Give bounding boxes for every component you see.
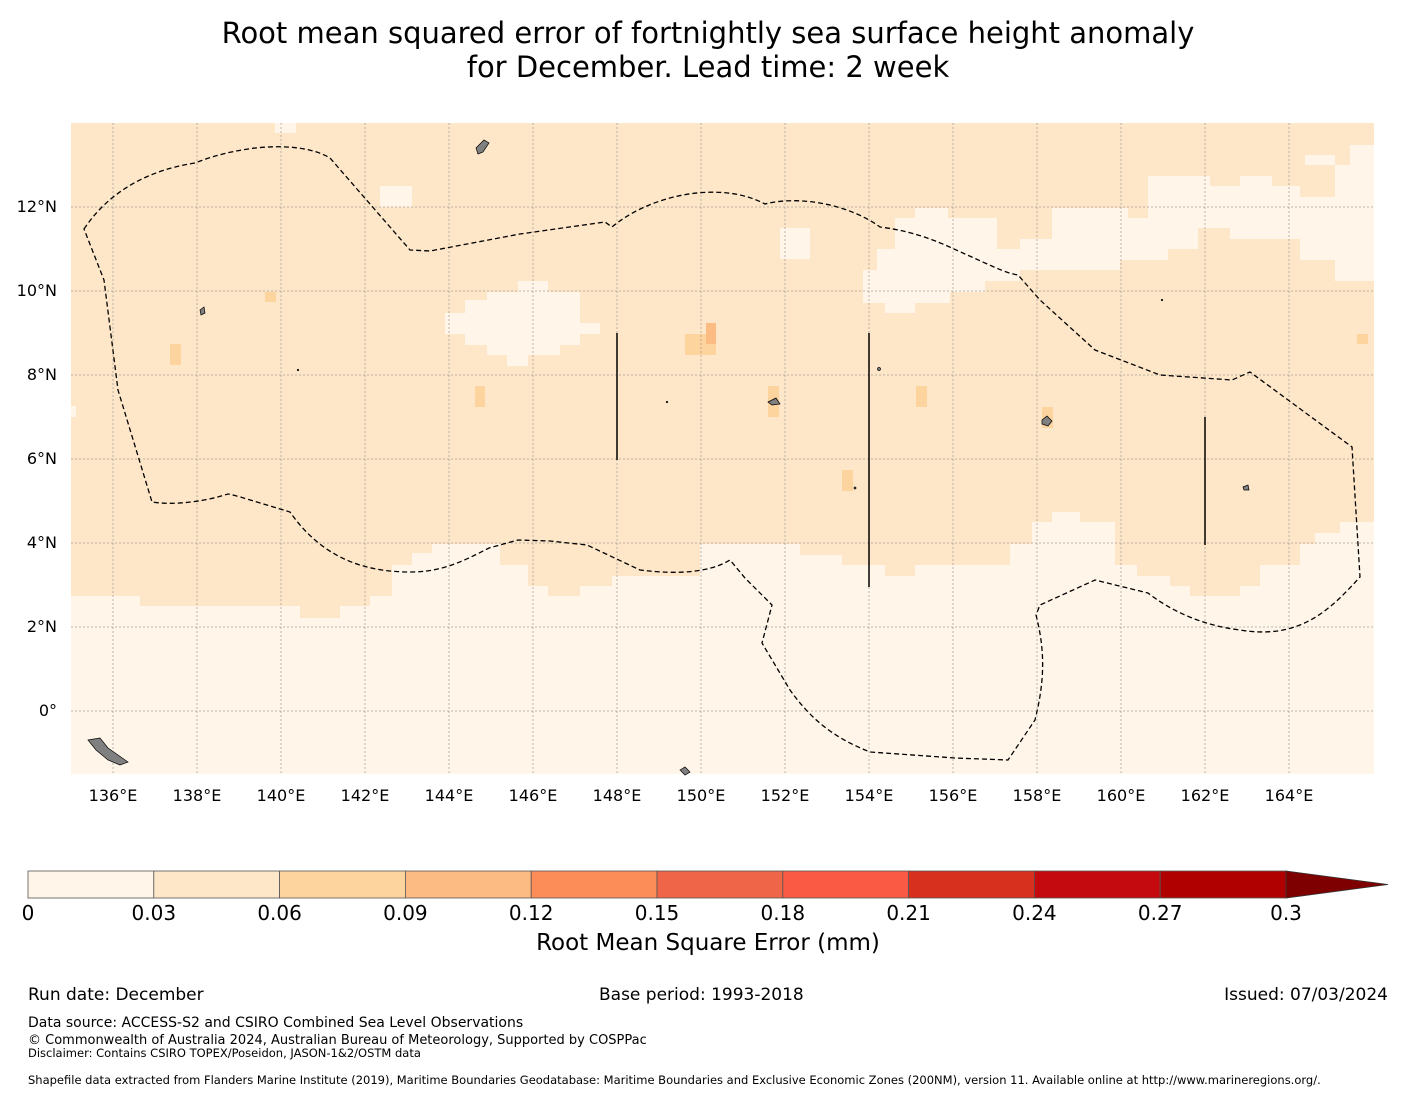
island-pohnpei [1041, 415, 1053, 427]
colorbar-bin [782, 870, 909, 899]
lon-tick: 158°E [1013, 786, 1062, 805]
data-source: Data source: ACCESS-S2 and CSIRO Combine… [28, 1015, 524, 1031]
island-guam [475, 139, 490, 155]
map-title-line-1: Root mean squared error of fortnightly s… [221, 16, 1195, 50]
colorbar-bin [404, 870, 532, 899]
lon-tick: 150°E [677, 786, 726, 805]
island-new-guinea-north [87, 737, 129, 766]
colorbar-bin [530, 870, 658, 899]
colorbar-bin [1159, 870, 1287, 899]
lon-tick: 140°E [257, 786, 306, 805]
colorbar-bin [656, 870, 784, 899]
field-pale-south [71, 512, 1374, 774]
colorbar-tick-label: 0.15 [634, 901, 680, 925]
colorbar-tick-label: 0.21 [886, 901, 931, 925]
lon-tick: 138°E [173, 786, 222, 805]
colorbar-bin [27, 870, 155, 899]
base-period: Base period: 1993-2018 [599, 985, 804, 1005]
lon-tick: 164°E [1265, 786, 1314, 805]
gridlines [71, 123, 1374, 774]
lon-tick: 152°E [761, 786, 810, 805]
lon-tick: 148°E [593, 786, 642, 805]
colorbar-bin [1034, 870, 1161, 899]
lon-tick: 154°E [845, 786, 894, 805]
colorbar-extend-arrow [1285, 870, 1389, 899]
lon-tick: 136°E [89, 786, 138, 805]
colorbar-tick-label: 0.03 [131, 901, 177, 925]
lon-tick: 156°E [929, 786, 978, 805]
lat-tick: 4°N [27, 533, 57, 552]
rmse-field [71, 123, 1374, 774]
colorbar-tick-label: 0.18 [760, 901, 806, 925]
field-pale-center [445, 281, 600, 366]
colorbar-tick-label: 0.09 [383, 901, 428, 925]
lat-tick: 0° [39, 701, 57, 720]
colorbar-bin [279, 870, 406, 899]
colorbar-bin [908, 870, 1035, 899]
lat-tick: 10°N [17, 281, 57, 300]
colorbar-tick-label: 0.12 [508, 901, 554, 925]
shapefile-credit: Shapefile data extracted from Flanders M… [28, 1073, 1321, 1087]
field-pale-east [863, 145, 1374, 313]
lon-tick: 144°E [425, 786, 474, 805]
issued-date: Issued: 07/03/2024 [1224, 985, 1388, 1005]
lon-tick: 146°E [509, 786, 558, 805]
lat-tick: 6°N [27, 449, 57, 468]
reference-lines [616, 333, 1206, 587]
run-date: Run date: December [28, 985, 204, 1005]
lat-tick: 2°N [27, 617, 57, 636]
copyright: © Commonwealth of Australia 2024, Austra… [28, 1033, 647, 1048]
colorbar-bin [153, 870, 281, 899]
lon-tick-labels: 136°E 138°E 140°E 142°E 144°E 146°E 148°… [89, 786, 1314, 805]
colorbar-tick-label: 0.06 [257, 901, 302, 925]
lon-tick: 142°E [341, 786, 390, 805]
land-masses [87, 139, 1250, 776]
colorbar-tick-label: 0.24 [1012, 901, 1057, 925]
colorbar-tick-label: 0 [21, 901, 35, 925]
map-title-line-2: for December. Lead time: 2 week [466, 50, 950, 84]
lon-tick: 160°E [1097, 786, 1146, 805]
colorbar [27, 870, 1389, 899]
lat-tick: 12°N [17, 197, 57, 216]
colorbar-tick-label: 0.3 [1270, 901, 1302, 925]
disclaimer: Disclaimer: Contains CSIRO TOPEX/Poseido… [28, 1046, 421, 1060]
rmse-map: 136°E 138°E 140°E 142°E 144°E 146°E 148°… [17, 123, 1374, 805]
colorbar-tick-label: 0.27 [1137, 901, 1183, 925]
lon-tick: 162°E [1181, 786, 1230, 805]
colorbar-label: Root Mean Square Error (mm) [536, 930, 880, 956]
lat-tick-labels: 12°N 10°N 8°N 6°N 4°N 2°N 0° [17, 197, 57, 720]
lat-tick: 8°N [27, 365, 57, 384]
